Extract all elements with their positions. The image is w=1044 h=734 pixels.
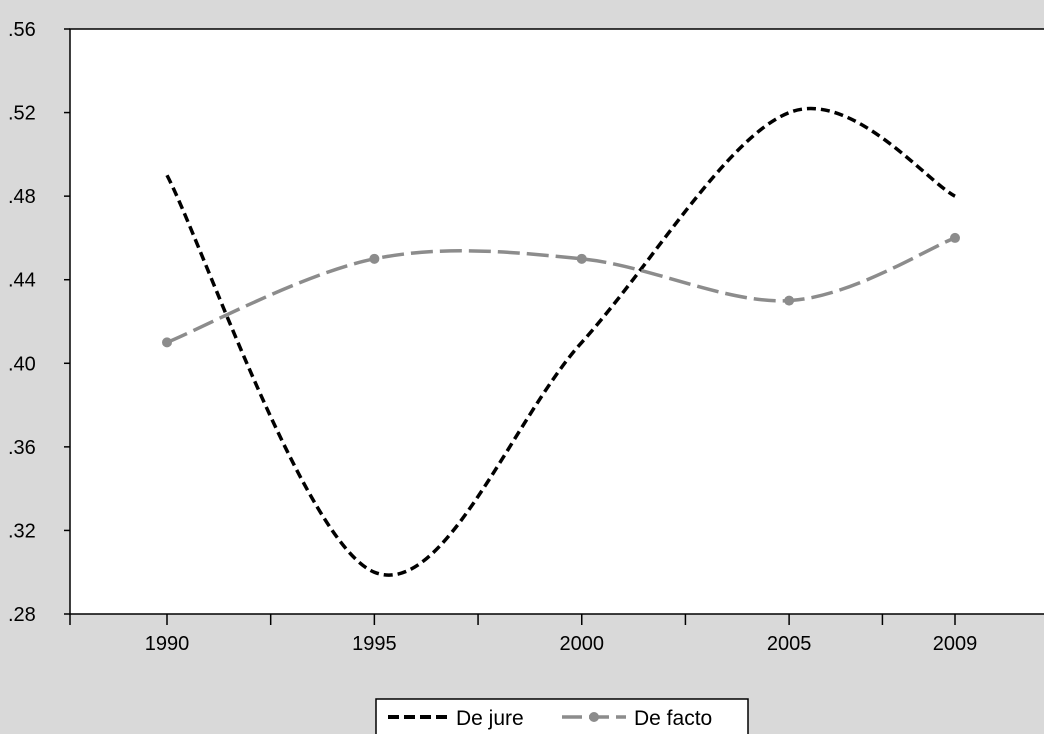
- series-line-de-jure: [165, 106, 956, 577]
- series-layer: [162, 106, 960, 577]
- legend-marker-de-facto: [589, 712, 599, 722]
- y-tick-label: .36: [8, 437, 36, 459]
- data-point-de-facto: [950, 232, 960, 243]
- x-tick-label: 2000: [559, 633, 604, 655]
- data-point-de-facto: [369, 253, 380, 264]
- y-tick-label: .52: [8, 103, 36, 125]
- x-tick-label: 2009: [933, 633, 978, 655]
- plot-area: [69, 28, 1044, 615]
- y-tick-label: .28: [8, 604, 36, 626]
- x-axis: 1990 1995 2000 2005 2009: [69, 614, 978, 655]
- data-point-de-facto: [162, 337, 172, 348]
- x-tick-label: 1990: [145, 633, 190, 655]
- legend-label-de-jure: De jure: [456, 707, 524, 730]
- y-tick-label: .40: [8, 353, 36, 375]
- x-tick-label: 1995: [352, 633, 397, 655]
- data-point-de-facto: [784, 295, 795, 306]
- legend: De jure De facto: [375, 698, 749, 734]
- legend-label-de-facto: De facto: [634, 707, 712, 730]
- y-axis: .28 .32 .36 .40 .44 .48 .52 .56: [8, 19, 70, 626]
- x-tick-label: 2005: [767, 633, 812, 655]
- y-tick-label: .48: [8, 186, 36, 208]
- y-tick-label: .56: [8, 19, 36, 41]
- data-point-de-facto: [576, 253, 587, 264]
- y-tick-label: .44: [8, 270, 36, 292]
- y-tick-label: .32: [8, 520, 36, 542]
- series-line-de-facto: [166, 236, 956, 345]
